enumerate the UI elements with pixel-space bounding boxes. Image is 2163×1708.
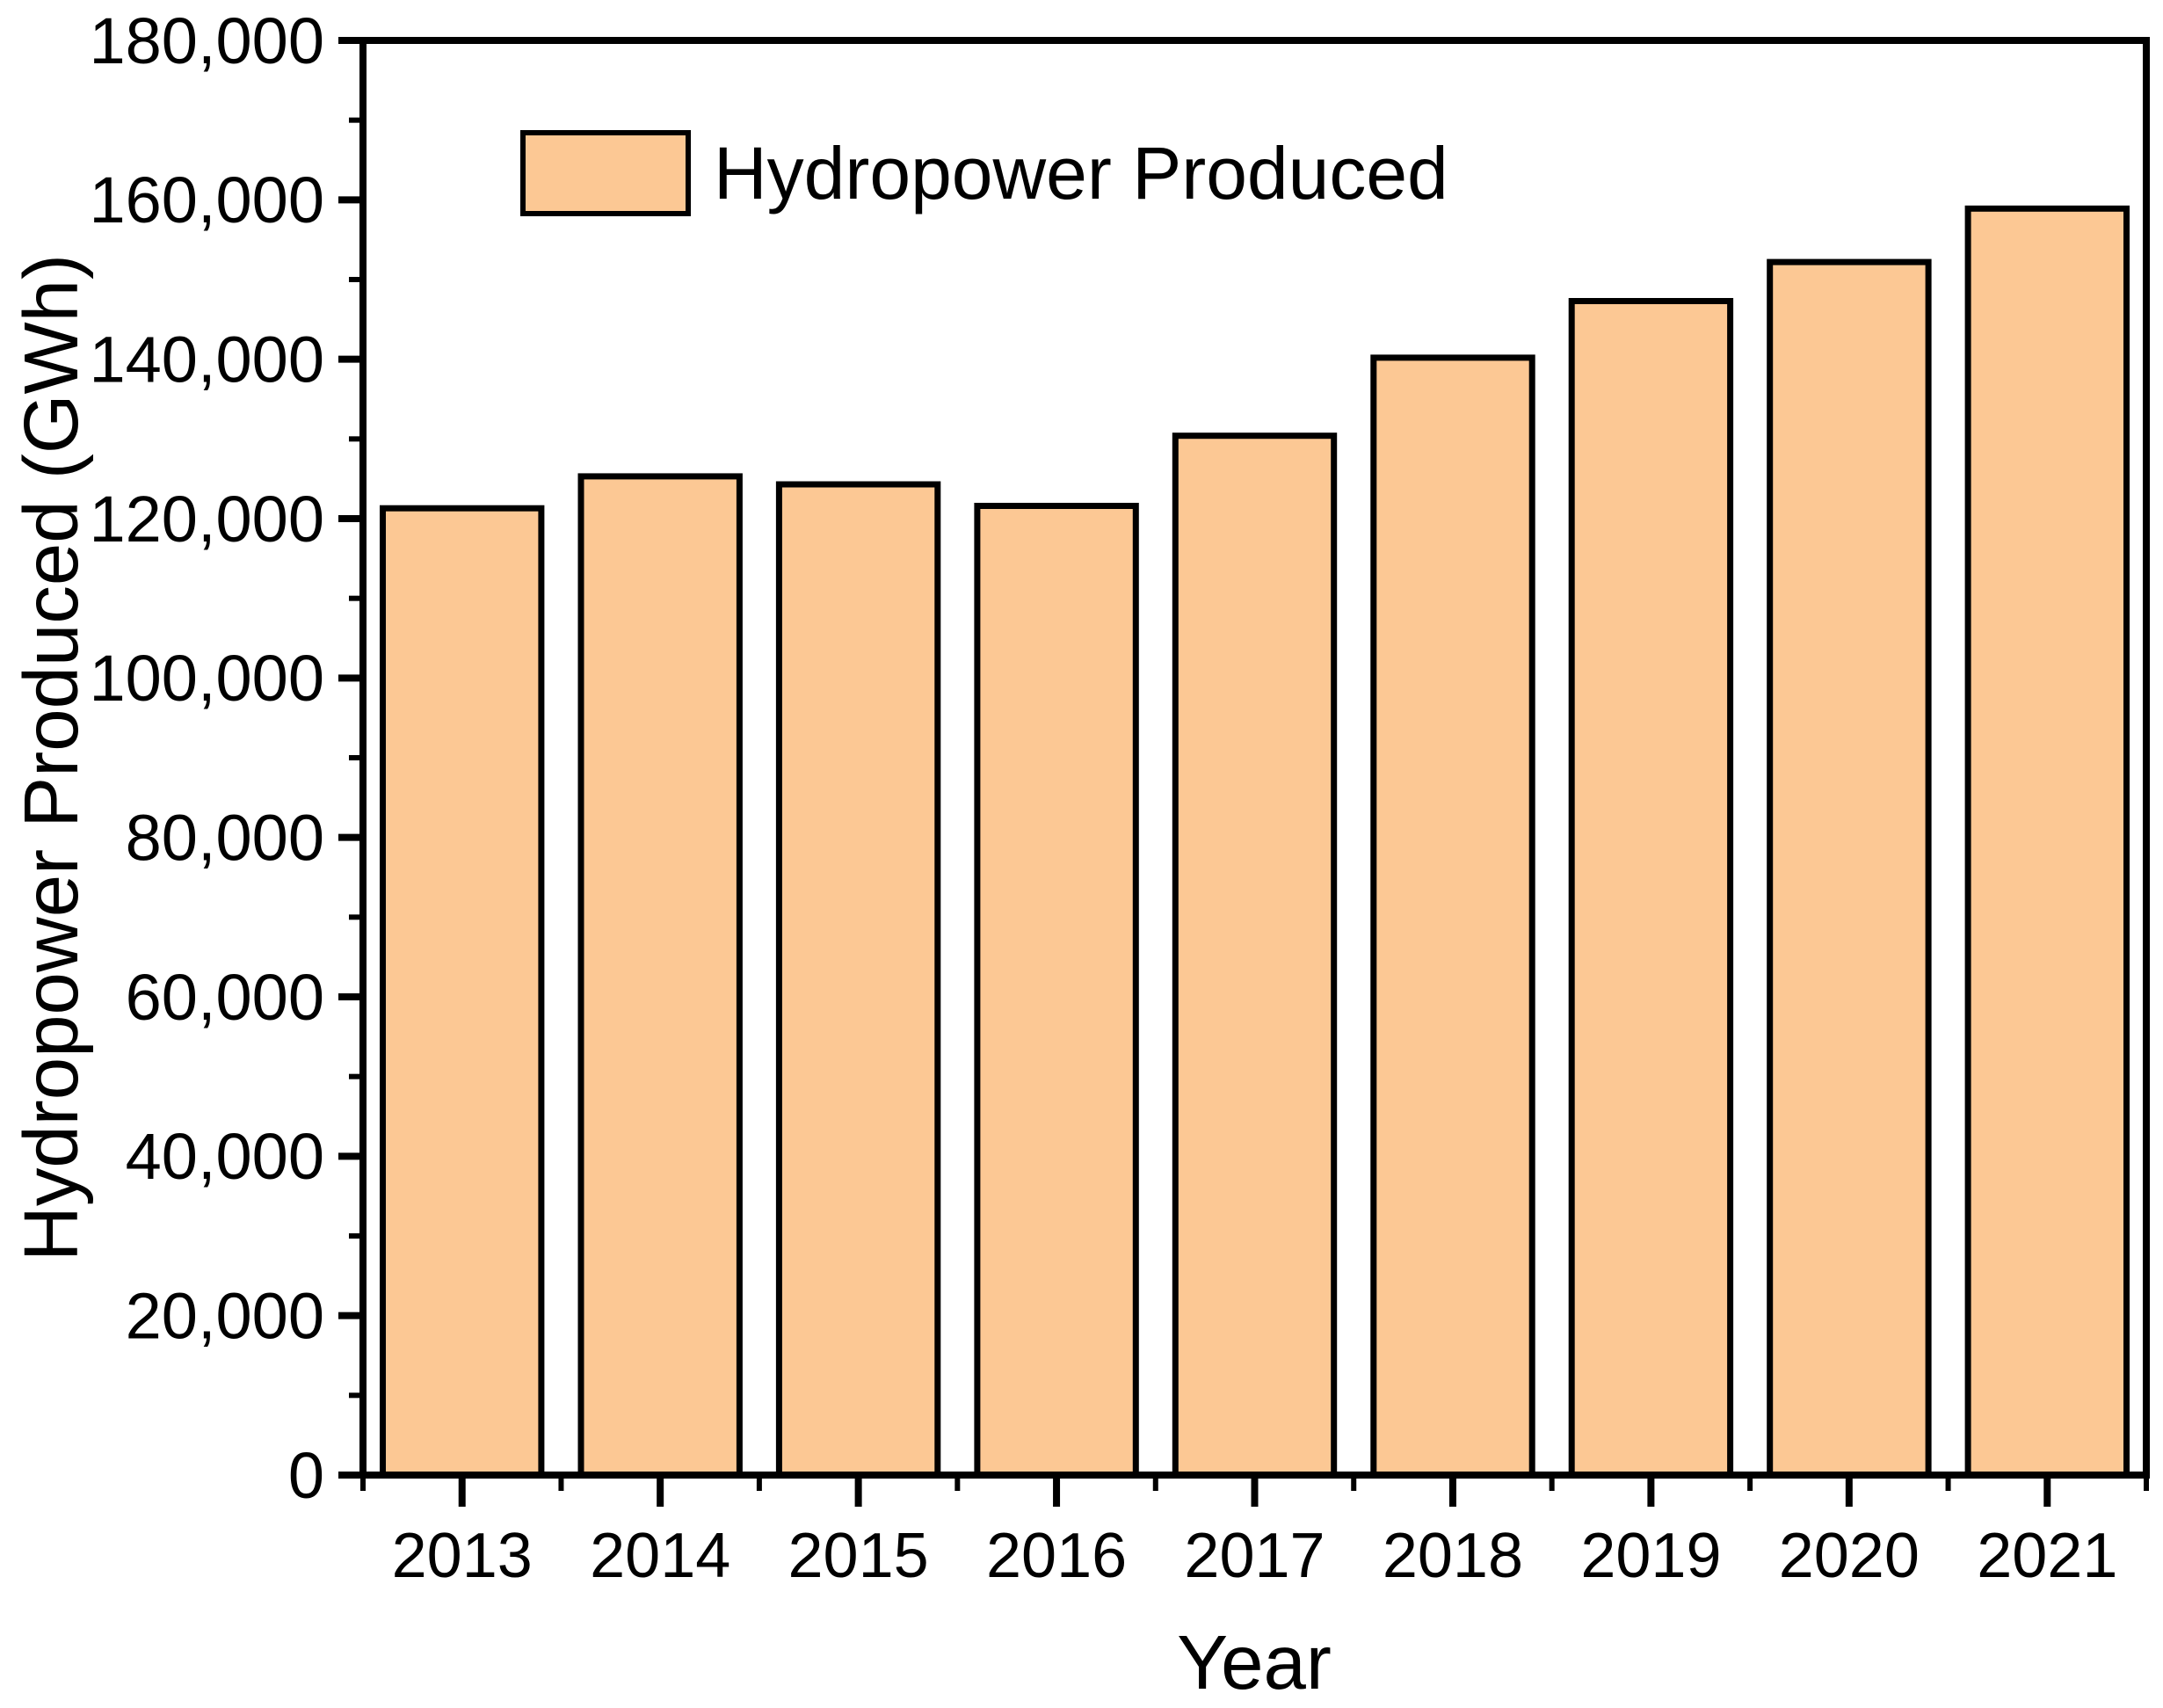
y-axis-tick-label: 100,000 xyxy=(90,642,325,715)
bar-2021 xyxy=(1964,205,2130,1479)
y-axis-tick-label: 40,000 xyxy=(126,1120,324,1193)
x-axis-tick-label: 2015 xyxy=(788,1521,929,1591)
x-axis-tick-label: 2021 xyxy=(1977,1521,2117,1591)
x-axis-title: Year xyxy=(1177,1620,1332,1705)
axes-group: 0 20,000 40,000 60,000 80,000 100,000 120,000 1… xyxy=(90,4,2150,1591)
y-axis-tick-label: 140,000 xyxy=(90,323,325,396)
y-axis-tick-label: 80,000 xyxy=(126,802,324,875)
y-axis-tick-label: 0 xyxy=(288,1439,324,1512)
bar-2018 xyxy=(1370,354,1535,1479)
bar-2020 xyxy=(1767,258,1932,1479)
y-axis-tick-label: 20,000 xyxy=(126,1280,324,1353)
x-axis-tick-label: 2019 xyxy=(1580,1521,1721,1591)
y-axis-tick-label: 120,000 xyxy=(90,483,325,556)
legend-swatch xyxy=(520,130,691,216)
x-axis-tick-label: 2017 xyxy=(1184,1521,1325,1591)
legend: Hydropower Produced xyxy=(520,130,1448,216)
bar-2019 xyxy=(1568,298,1734,1479)
y-axis-tick-label: 60,000 xyxy=(126,961,324,1034)
x-axis-tick-label: 2014 xyxy=(590,1521,730,1591)
bar-2013 xyxy=(380,505,545,1479)
bars-group xyxy=(380,205,2130,1479)
x-axis-tick-label: 2020 xyxy=(1779,1521,1920,1591)
bar-2014 xyxy=(577,473,743,1479)
y-axis-tick-label: 180,000 xyxy=(90,4,325,77)
y-axis-title: Hydropower Produced (GWh) xyxy=(9,254,94,1261)
bar-2015 xyxy=(775,481,941,1479)
x-axis-tick-label: 2016 xyxy=(986,1521,1127,1591)
plot-frame xyxy=(359,37,2150,1479)
bar-2016 xyxy=(974,503,1139,1479)
x-axis-tick-label: 2013 xyxy=(392,1521,533,1591)
x-axis-tick-label: 2018 xyxy=(1383,1521,1523,1591)
bar-2017 xyxy=(1172,432,1338,1479)
legend-label: Hydropower Produced xyxy=(714,132,1448,214)
y-axis-tick-label: 160,000 xyxy=(90,164,325,236)
